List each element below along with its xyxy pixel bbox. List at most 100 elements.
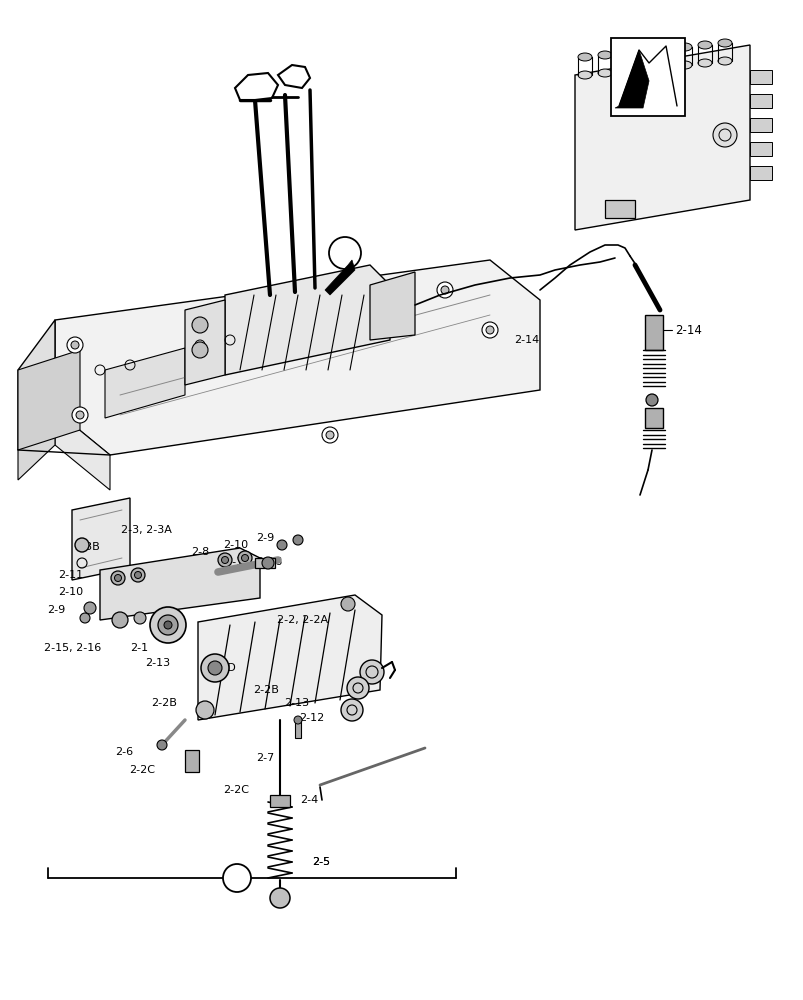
Circle shape	[294, 716, 302, 724]
Bar	[255, 558, 275, 568]
Ellipse shape	[597, 69, 611, 77]
Circle shape	[114, 574, 121, 582]
Polygon shape	[369, 272, 414, 340]
Circle shape	[328, 237, 361, 269]
Ellipse shape	[638, 65, 651, 73]
Circle shape	[72, 407, 88, 423]
Circle shape	[262, 557, 274, 569]
Text: 2-10: 2-10	[58, 587, 83, 597]
Text: 2-15, 2-16: 2-15, 2-16	[225, 557, 282, 567]
Circle shape	[150, 607, 185, 643]
Text: 2-7: 2-7	[255, 753, 274, 763]
Text: 2-2D: 2-2D	[209, 663, 235, 673]
Ellipse shape	[677, 43, 691, 51]
Circle shape	[112, 612, 128, 628]
Ellipse shape	[697, 59, 711, 67]
Text: A: A	[233, 871, 241, 884]
Circle shape	[192, 342, 208, 358]
Circle shape	[645, 394, 657, 406]
Ellipse shape	[657, 63, 671, 71]
Polygon shape	[18, 410, 55, 480]
Circle shape	[131, 568, 145, 582]
Circle shape	[111, 571, 124, 585]
Text: 2-5: 2-5	[312, 857, 330, 867]
Bar	[749, 118, 771, 132]
Circle shape	[441, 286, 448, 294]
Text: 2-2, 2-2A: 2-2, 2-2A	[277, 615, 328, 625]
Polygon shape	[18, 320, 55, 450]
Circle shape	[222, 864, 251, 892]
Bar	[604, 200, 634, 218]
Text: 2-14: 2-14	[514, 335, 539, 345]
Circle shape	[134, 572, 141, 578]
Polygon shape	[100, 548, 259, 620]
Text: 2-13: 2-13	[145, 658, 169, 668]
Circle shape	[340, 699, 362, 721]
Bar	[270, 795, 290, 807]
Text: 2-6: 2-6	[115, 747, 133, 757]
Circle shape	[208, 661, 222, 675]
Ellipse shape	[638, 47, 651, 55]
Polygon shape	[55, 260, 540, 455]
Text: 2-2B: 2-2B	[151, 698, 177, 708]
Text: 2-11: 2-11	[58, 570, 83, 580]
Bar	[749, 142, 771, 156]
Text: 2-3, 2-3A: 2-3, 2-3A	[120, 525, 171, 535]
Circle shape	[201, 654, 229, 682]
Bar	[749, 94, 771, 108]
Circle shape	[134, 612, 146, 624]
Polygon shape	[105, 348, 185, 418]
Polygon shape	[225, 265, 389, 375]
Circle shape	[158, 615, 177, 635]
Polygon shape	[234, 73, 278, 100]
Circle shape	[241, 554, 248, 562]
Polygon shape	[72, 498, 130, 580]
Polygon shape	[324, 260, 355, 295]
Text: 2-2C: 2-2C	[223, 785, 249, 795]
Circle shape	[270, 888, 290, 908]
Circle shape	[76, 411, 84, 419]
Bar	[295, 718, 300, 738]
Text: 2-4: 2-4	[300, 795, 318, 805]
Circle shape	[218, 553, 232, 567]
Circle shape	[238, 551, 251, 565]
Polygon shape	[198, 595, 381, 720]
Text: 2-15, 2-16: 2-15, 2-16	[44, 643, 101, 653]
Circle shape	[192, 317, 208, 333]
Circle shape	[221, 556, 228, 564]
Circle shape	[437, 282, 452, 298]
Circle shape	[84, 602, 96, 614]
Circle shape	[80, 613, 90, 623]
Bar	[185, 750, 199, 772]
Ellipse shape	[577, 53, 591, 61]
Text: 2-14: 2-14	[675, 324, 701, 336]
Bar	[644, 408, 662, 428]
Circle shape	[325, 431, 333, 439]
Ellipse shape	[597, 51, 611, 59]
Text: 2-13: 2-13	[283, 698, 308, 708]
Circle shape	[712, 123, 736, 147]
Ellipse shape	[657, 45, 671, 53]
Circle shape	[321, 427, 337, 443]
Text: 2-8: 2-8	[191, 547, 210, 557]
Text: 2-9: 2-9	[255, 533, 274, 543]
Ellipse shape	[717, 57, 731, 65]
Text: 2-5: 2-5	[312, 857, 330, 867]
Ellipse shape	[618, 49, 631, 57]
Circle shape	[482, 322, 497, 338]
Ellipse shape	[697, 41, 711, 49]
Circle shape	[360, 660, 384, 684]
Bar	[610, 38, 684, 116]
Circle shape	[157, 740, 167, 750]
Polygon shape	[614, 50, 648, 108]
Text: 2-2B: 2-2B	[253, 685, 279, 695]
Text: 2-9: 2-9	[47, 605, 65, 615]
Polygon shape	[278, 65, 310, 88]
Circle shape	[292, 535, 303, 545]
Circle shape	[71, 341, 79, 349]
Bar	[749, 70, 771, 84]
Ellipse shape	[618, 67, 631, 75]
Circle shape	[67, 337, 83, 353]
Polygon shape	[55, 410, 110, 490]
Polygon shape	[185, 300, 225, 385]
